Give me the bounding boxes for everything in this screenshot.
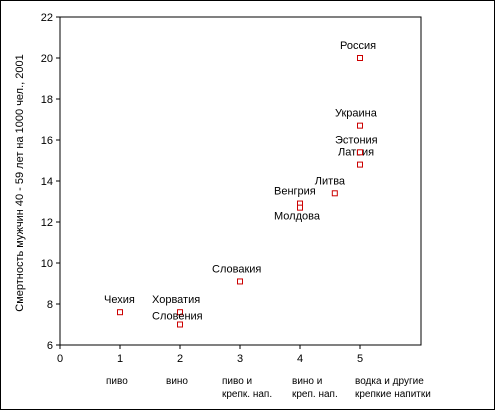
point-label: Хорватия: [152, 294, 200, 306]
point-label: Венгрия: [274, 186, 316, 198]
y-tick-label: 10: [41, 258, 53, 270]
point-label: Чехия: [104, 294, 135, 306]
y-tick-label: 20: [41, 53, 53, 65]
category-label: вино: [166, 376, 188, 387]
category-label: креп. нап.: [292, 389, 338, 400]
point-label: Словакия: [212, 263, 261, 275]
data-point: [331, 190, 338, 197]
x-tick-label: 4: [297, 353, 303, 365]
point-label: Украина: [335, 108, 378, 120]
data-point: [117, 309, 123, 316]
point-label: Литва: [315, 175, 346, 187]
data-point: [357, 122, 363, 129]
point-label: Латвия: [338, 147, 374, 159]
category-label: пиво и: [222, 376, 252, 387]
point-label: Россия: [340, 40, 376, 52]
y-tick-label: 6: [47, 340, 53, 352]
y-tick-label: 18: [41, 94, 53, 106]
y-tick-label: 12: [41, 217, 53, 229]
category-label: водка и другие: [355, 376, 424, 387]
y-axis-label: Смертность мужчин 40 - 59 лет на 1000 че…: [14, 54, 26, 312]
x-tick-label: 0: [57, 353, 63, 365]
data-point: [177, 309, 183, 316]
category-label: вино и: [292, 376, 322, 387]
data-point: [177, 321, 183, 328]
y-tick-label: 16: [41, 135, 53, 147]
point-label: Эстония: [335, 134, 378, 146]
data-point: [237, 278, 243, 285]
data-point: [357, 55, 363, 61]
x-tick-label: 5: [357, 353, 363, 365]
point-label: Молдова: [274, 211, 321, 223]
data-point: [357, 161, 363, 168]
y-tick-label: 8: [47, 299, 53, 311]
x-tick-label: 2: [177, 353, 183, 365]
y-tick-label: 22: [41, 12, 53, 24]
data-point: [297, 204, 303, 211]
x-tick-label: 1: [117, 353, 123, 365]
y-tick-label: 14: [41, 176, 53, 188]
category-label: крепкие напитки: [355, 389, 431, 400]
category-label: крепк. нап.: [222, 389, 272, 400]
x-tick-label: 3: [237, 353, 243, 365]
data-point: [357, 149, 363, 156]
point-label: Словения: [152, 311, 203, 323]
category-label: пиво: [106, 376, 128, 387]
